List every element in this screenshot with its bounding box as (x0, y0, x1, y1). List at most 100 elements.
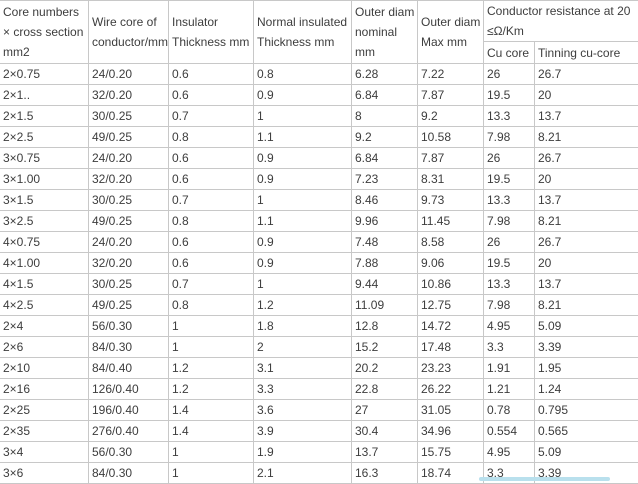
table-cell: 30/0.25 (89, 190, 169, 211)
table-cell: 0.6 (169, 85, 254, 106)
table-cell: 84/0.40 (89, 358, 169, 379)
table-cell: 56/0.30 (89, 316, 169, 337)
table-cell: 2×6 (0, 337, 89, 358)
table-cell: 3×6 (0, 463, 89, 484)
table-cell: 1 (169, 442, 254, 463)
table-cell: 19.5 (484, 169, 535, 190)
table-cell: 3×1.00 (0, 169, 89, 190)
table-cell: 0.8 (169, 211, 254, 232)
table-cell: 32/0.20 (89, 253, 169, 274)
table-cell: 34.96 (418, 421, 484, 442)
table-cell: 0.8 (169, 295, 254, 316)
table-cell: 0.6 (169, 148, 254, 169)
table-cell: 20 (535, 85, 638, 106)
col-header-cu-core: Cu core (484, 42, 535, 64)
table-cell: 3.39 (535, 337, 638, 358)
table-cell: 56/0.30 (89, 442, 169, 463)
table-cell: 32/0.20 (89, 169, 169, 190)
table-cell: 1.1 (254, 127, 352, 148)
table-cell: 1 (254, 274, 352, 295)
table-cell: 15.2 (352, 337, 418, 358)
table-cell: 17.48 (418, 337, 484, 358)
table-cell: 8.21 (535, 295, 638, 316)
table-cell: 24/0.20 (89, 64, 169, 85)
table-cell: 2.1 (254, 463, 352, 484)
table-cell: 26.7 (535, 232, 638, 253)
table-cell: 6.84 (352, 85, 418, 106)
table-cell: 9.73 (418, 190, 484, 211)
table-cell: 1.4 (169, 421, 254, 442)
table-cell: 2×10 (0, 358, 89, 379)
table-cell: 10.58 (418, 127, 484, 148)
table-cell: 8.46 (352, 190, 418, 211)
table-cell: 13.3 (484, 190, 535, 211)
table-cell: 7.98 (484, 211, 535, 232)
table-cell: 13.7 (535, 106, 638, 127)
table-cell: 2 (254, 337, 352, 358)
table-cell: 2×0.75 (0, 64, 89, 85)
header-row-main: Core numbers × cross section mm2 Wire co… (0, 1, 638, 42)
table-cell: 13.7 (352, 442, 418, 463)
col-header-wire-core: Wire core of conductor/mm (89, 1, 169, 64)
table-cell: 1 (254, 190, 352, 211)
table-cell: 7.48 (352, 232, 418, 253)
table-cell: 1 (169, 463, 254, 484)
table-cell: 1.2 (169, 358, 254, 379)
table-cell: 276/0.40 (89, 421, 169, 442)
col-header-insulator-thickness: Insulator Thickness mm (169, 1, 254, 64)
table-header: Core numbers × cross section mm2 Wire co… (0, 1, 638, 64)
table-cell: 15.75 (418, 442, 484, 463)
table-cell: 10.86 (418, 274, 484, 295)
table-cell: 1 (169, 337, 254, 358)
table-cell: 0.6 (169, 232, 254, 253)
table-cell: 49/0.25 (89, 127, 169, 148)
table-cell: 1.4 (169, 400, 254, 421)
table-cell: 8.21 (535, 211, 638, 232)
table-cell: 8.58 (418, 232, 484, 253)
table-cell: 1.8 (254, 316, 352, 337)
col-header-outer-diam-nominal: Outer diam nominal mm (352, 1, 418, 64)
table-cell: 26.7 (535, 148, 638, 169)
table-cell: 1.95 (535, 358, 638, 379)
table-cell: 2×2.5 (0, 127, 89, 148)
table-cell: 1.21 (484, 379, 535, 400)
table-cell: 1 (254, 106, 352, 127)
table-cell: 3×4 (0, 442, 89, 463)
table-cell: 0.8 (169, 127, 254, 148)
table-cell: 3.3 (254, 379, 352, 400)
table-cell: 3.9 (254, 421, 352, 442)
table-cell: 1.1 (254, 211, 352, 232)
table-cell: 0.795 (535, 400, 638, 421)
table-cell: 2×25 (0, 400, 89, 421)
table-cell: 7.98 (484, 295, 535, 316)
table-cell: 0.7 (169, 106, 254, 127)
table-cell: 20.2 (352, 358, 418, 379)
table-cell: 26 (484, 232, 535, 253)
table-cell: 1.2 (254, 295, 352, 316)
col-header-tinning-cu-core: Tinning cu-core (535, 42, 638, 64)
table-cell: 14.72 (418, 316, 484, 337)
table-cell: 7.87 (418, 148, 484, 169)
table-cell: 2×1.. (0, 85, 89, 106)
table-cell: 12.8 (352, 316, 418, 337)
table-cell: 26.7 (535, 64, 638, 85)
table-cell: 4×1.00 (0, 253, 89, 274)
table-cell: 7.98 (484, 127, 535, 148)
table-cell: 3.1 (254, 358, 352, 379)
table-cell: 0.6 (169, 64, 254, 85)
table-cell: 19.5 (484, 85, 535, 106)
col-header-core-numbers: Core numbers × cross section mm2 (0, 1, 89, 64)
table-cell: 27 (352, 400, 418, 421)
table-cell: 0.8 (254, 64, 352, 85)
table-cell: 11.45 (418, 211, 484, 232)
table-cell: 4×0.75 (0, 232, 89, 253)
